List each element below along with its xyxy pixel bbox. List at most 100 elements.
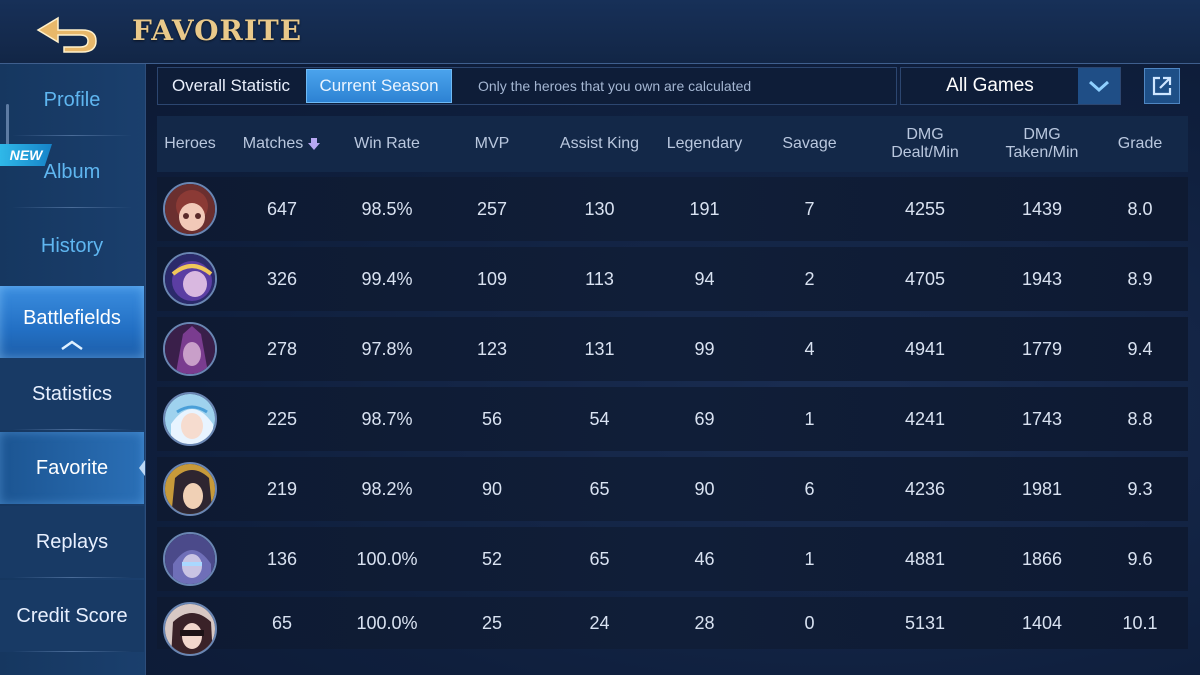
matches-cell: 326 xyxy=(266,268,298,289)
sidebar-item-statistics[interactable]: Statistics xyxy=(0,358,144,430)
hero-cell xyxy=(157,457,223,521)
legendary-cell: 90 xyxy=(694,478,715,499)
column-header-matches[interactable]: Matches xyxy=(227,116,337,172)
hero-cell xyxy=(157,387,223,451)
win-rate-cell: 97.8% xyxy=(361,338,413,359)
table-row[interactable]: 225 98.7% 56 54 69 1 4241 1743 8.8 xyxy=(157,387,1188,451)
dropdown-selected-value: All Games xyxy=(946,75,1034,96)
hero-cell xyxy=(157,317,223,381)
dmg-dealt-cell: 5131 xyxy=(904,612,946,633)
back-button[interactable] xyxy=(28,8,106,56)
win-rate-cell: 98.5% xyxy=(361,198,413,219)
legendary-cell: 28 xyxy=(694,612,715,633)
mvp-cell: 25 xyxy=(481,612,503,633)
back-arrow-icon xyxy=(36,16,97,53)
dmg-dealt-cell: 4236 xyxy=(904,478,946,499)
legendary-cell: 69 xyxy=(694,408,715,429)
hero-avatar xyxy=(163,392,217,446)
column-header-win-rate[interactable]: Win Rate xyxy=(354,135,420,152)
sidebar-item-label: Favorite xyxy=(35,456,109,479)
win-rate-cell: 98.2% xyxy=(361,478,413,499)
column-header-dmg-dealt[interactable]: DMG Dealt/Min xyxy=(891,126,959,161)
hero-cell xyxy=(157,527,223,591)
sidebar-item-profile[interactable]: Profile xyxy=(0,64,144,136)
column-header-legendary[interactable]: Legendary xyxy=(666,135,743,152)
sidebar-item-label: Statistics xyxy=(31,382,113,405)
sidebar-item-label: Battlefields xyxy=(23,306,121,329)
hero-cell xyxy=(157,177,223,241)
column-header-mvp[interactable]: MVP xyxy=(474,135,510,152)
sidebar-item-battlefields[interactable]: Battlefields xyxy=(0,286,144,358)
dmg-dealt-cell: 4255 xyxy=(904,198,946,219)
mvp-cell: 109 xyxy=(476,268,508,289)
tab-current-season[interactable]: Current Season xyxy=(306,69,452,103)
table-row[interactable]: 136 100.0% 52 65 46 1 4881 1866 9.6 xyxy=(157,527,1188,591)
table-row[interactable]: 647 98.5% 257 130 191 7 4255 1439 8.0 xyxy=(157,177,1188,241)
game-mode-dropdown[interactable]: All Games xyxy=(900,67,1121,105)
sidebar-item-credit-score[interactable]: Credit Score xyxy=(0,580,144,652)
share-button[interactable] xyxy=(1144,68,1180,104)
savage-cell: 2 xyxy=(804,268,815,289)
hero-avatar xyxy=(163,532,217,586)
table-row[interactable]: 278 97.8% 123 131 99 4 4941 1779 9.4 xyxy=(157,317,1188,381)
savage-cell: 4 xyxy=(804,338,815,359)
grade-cell: 9.3 xyxy=(1127,478,1153,499)
savage-cell: 0 xyxy=(804,612,815,633)
dropdown-toggle[interactable] xyxy=(1078,68,1120,104)
dmg-taken-cell: 1943 xyxy=(1021,268,1063,289)
legendary-cell: 191 xyxy=(689,198,720,219)
ownership-note: Only the heroes that you own are calcula… xyxy=(478,78,752,94)
win-rate-cell: 98.7% xyxy=(361,408,413,429)
sort-descending-icon xyxy=(308,138,321,150)
savage-cell: 1 xyxy=(804,548,815,569)
grade-cell: 8.9 xyxy=(1127,268,1153,289)
chevron-up-icon xyxy=(61,340,83,350)
sidebar-item-album[interactable]: Album xyxy=(0,136,144,208)
divider xyxy=(12,429,132,430)
assist-king-cell: 65 xyxy=(589,478,610,499)
hero-cell xyxy=(157,247,223,311)
table-row[interactable]: 326 99.4% 109 113 94 2 4705 1943 8.9 xyxy=(157,247,1188,311)
dmg-taken-cell: 1981 xyxy=(1021,478,1063,499)
sidebar-item-history[interactable]: History xyxy=(0,210,144,282)
dmg-taken-cell: 1779 xyxy=(1021,338,1063,359)
table-row[interactable]: 65 100.0% 25 24 28 0 5131 1404 10.1 xyxy=(157,597,1188,656)
column-header-grade[interactable]: Grade xyxy=(1117,135,1163,152)
matches-cell: 65 xyxy=(271,612,293,633)
sidebar-item-replays[interactable]: Replays xyxy=(0,506,144,578)
dmg-dealt-cell: 4881 xyxy=(904,548,946,569)
dmg-dealt-cell: 4705 xyxy=(904,268,946,289)
savage-cell: 6 xyxy=(804,478,815,499)
grade-cell: 9.4 xyxy=(1127,338,1153,359)
matches-cell: 219 xyxy=(266,478,298,499)
column-header-savage[interactable]: Savage xyxy=(782,135,837,152)
win-rate-cell: 99.4% xyxy=(361,268,413,289)
divider xyxy=(12,651,132,652)
divider xyxy=(12,135,132,136)
matches-cell: 136 xyxy=(266,548,298,569)
mvp-cell: 52 xyxy=(481,548,503,569)
column-header-dmg-taken[interactable]: DMG Taken/Min xyxy=(1005,126,1079,161)
column-header-assist-king[interactable]: Assist King xyxy=(559,135,640,152)
hero-avatar xyxy=(163,182,217,236)
table-row[interactable]: 219 98.2% 90 65 90 6 4236 1981 9.3 xyxy=(157,457,1188,521)
legendary-cell: 99 xyxy=(694,338,715,359)
sidebar-item-favorite[interactable]: Favorite xyxy=(0,432,145,504)
win-rate-cell: 100.0% xyxy=(356,548,418,569)
grade-cell: 9.6 xyxy=(1127,548,1153,569)
matches-cell: 225 xyxy=(266,408,298,429)
mvp-cell: 257 xyxy=(476,198,508,219)
divider xyxy=(12,577,132,578)
tab-overall-statistic[interactable]: Overall Statistic xyxy=(171,76,291,95)
sidebar-item-label: Album xyxy=(43,160,101,183)
header-bar: FAVORITE xyxy=(0,0,1200,64)
dmg-taken-cell: 1439 xyxy=(1021,198,1063,219)
sidebar-scrollbar[interactable] xyxy=(6,104,9,156)
selected-pointer xyxy=(139,460,145,476)
hero-avatar xyxy=(163,462,217,516)
dmg-taken-cell: 1404 xyxy=(1021,612,1063,633)
hero-cell xyxy=(157,597,223,656)
legendary-cell: 46 xyxy=(694,548,715,569)
sidebar-item-label: Profile xyxy=(43,88,101,111)
win-rate-cell: 100.0% xyxy=(356,612,418,633)
